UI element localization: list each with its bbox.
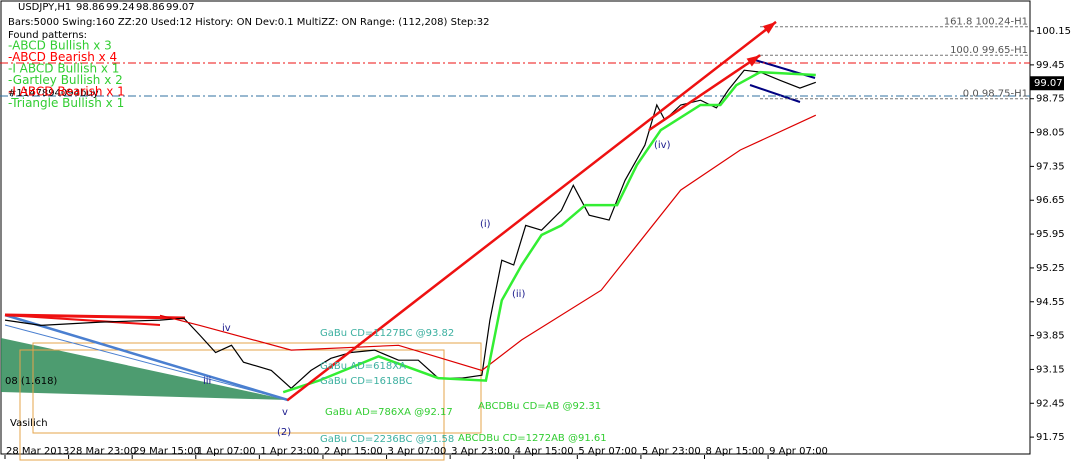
x-tick-label: 28 Mar 2013 [6,446,69,457]
info-text: Bars:5000 Swing:160 ZZ:20 Used:12 Histor… [8,17,489,28]
wave-label: (iv) [654,140,671,151]
ohlc-value: 98.86 [136,2,165,13]
wave-label: (i) [480,219,491,230]
series-line [282,70,816,394]
series-line [4,69,817,390]
annotation: GaBu AD=786XA @92.17 [325,407,453,418]
wave-label: (2) [277,427,291,438]
y-tick-label: 98.05 [1036,128,1065,139]
pattern-entry: -ABCD Bullish x 3 [8,39,112,53]
x-tick-label: 5 Apr 07:00 [578,446,637,457]
x-tick-label: 2 Apr 15:00 [324,446,383,457]
ohlc-value: 98.86 [76,2,105,13]
series-line [159,114,817,372]
x-tick-label: 4 Apr 15:00 [515,446,574,457]
pattern-entry: -Gartley Bullish x 2 [8,73,123,87]
y-tick-label: 98.75 [1036,94,1065,105]
annotation: 08 (1.618) [5,376,57,387]
wave-label: iii [203,376,211,387]
level-label: 161.8 100.24-H1 [944,17,1028,28]
x-tick-label: 3 Apr 23:00 [451,446,510,457]
pattern-line [4,314,161,326]
y-tick-label: 94.55 [1036,297,1065,308]
plot-frame [0,0,1031,455]
pattern-line [4,313,289,402]
y-tick-label: 93.15 [1036,364,1065,375]
x-tick-label: 3 Apr 07:00 [388,446,447,457]
pattern-entry: -I ABCD Bullish x 1 [8,62,119,76]
x-tick-label: 1 Apr 23:00 [260,446,319,457]
pattern-entry: -Triangle Bullish x 1 [8,96,124,110]
annotation: ABCDBu CD=AB @92.31 [478,401,601,412]
ohlc-value: 99.24 [106,2,135,13]
pattern-entry: -ABCD Bearish x 4 [8,50,117,64]
pattern-line [4,313,186,320]
y-tick-label: 97.35 [1036,161,1065,172]
y-tick-label: 91.75 [1036,432,1065,443]
pattern-entry: -I ABCD Bearish x 1 [8,85,125,99]
last-price-box [1030,76,1064,91]
x-tick-label: 1 Apr 07:00 [197,446,256,457]
annotation: GaBu CD=2236BC @91.58 [320,434,454,445]
y-tick-label: 95.95 [1036,229,1065,240]
wave-label: (ii) [512,289,525,300]
y-tick-label: 99.45 [1036,60,1065,71]
y-tick-label: 100.15 [1036,26,1071,37]
level-label: 0.0 98.75-H1 [963,89,1028,100]
arrow-head [762,21,777,34]
annotation: GaBu AD=618XA [320,361,406,372]
zone-box [32,342,482,434]
x-tick-label: 29 Mar 15:00 [133,446,200,457]
zone-box [19,349,445,461]
order-label: #1147894094buy [8,88,99,99]
annotation: GaBu CD=1618BC [320,376,412,387]
y-tick-label: 93.85 [1036,331,1065,342]
chart-title: USDJPY,H1 [18,2,71,13]
y-tick-label: 96.65 [1036,195,1065,206]
annotation: ABCDBu CD=1272AB @91.61 [458,433,607,444]
arrow-head [746,55,761,67]
wave-label: v [282,407,288,418]
ohlc-value: 99.07 [166,2,195,13]
annotation: GaBu CD=1127BC @93.82 [320,328,454,339]
series-line [648,54,761,132]
x-tick-label: 5 Apr 23:00 [642,446,701,457]
triangle-zone [1,338,288,400]
y-tick-label: 95.25 [1036,263,1065,274]
x-tick-label: 8 Apr 15:00 [705,446,764,457]
x-tick-label: 28 Mar 23:00 [70,446,137,457]
x-tick-label: 9 Apr 07:00 [769,446,828,457]
wave-label: iv [222,323,231,334]
patterns-heading: Found patterns: [8,30,87,41]
level-label: 100.0 99.65-H1 [950,45,1028,56]
pattern-line [4,324,289,401]
series-line [286,20,777,402]
y-tick-label: 92.45 [1036,398,1065,409]
last-price-label: 99.07 [1034,78,1063,89]
annotation: Vasilich [10,418,48,429]
